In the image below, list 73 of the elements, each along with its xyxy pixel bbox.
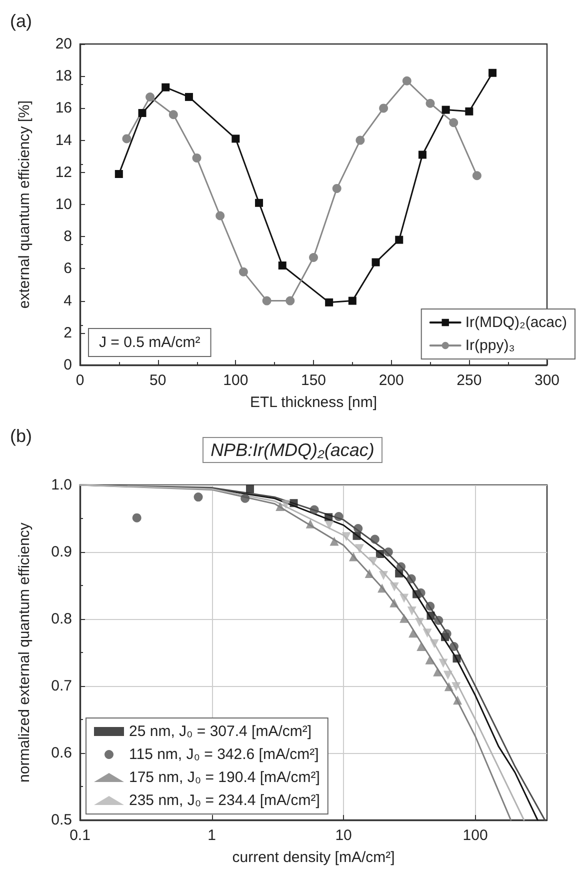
y-axis-title: normalized external quantum efficiency <box>16 522 33 782</box>
point <box>232 134 240 143</box>
x-axis-title: ETL thickness [nm] <box>250 394 377 411</box>
point <box>309 252 318 262</box>
point <box>465 107 474 116</box>
point <box>442 106 450 114</box>
x-tick-label: 150 <box>300 372 326 389</box>
y-tick-label: 0.7 <box>51 678 72 694</box>
point <box>395 236 404 244</box>
point <box>238 267 248 276</box>
point <box>418 150 426 159</box>
point <box>162 83 170 92</box>
x-tick-label: 0.1 <box>70 827 90 844</box>
y-tick-label: 10 <box>55 196 72 213</box>
point <box>114 170 123 178</box>
point <box>278 261 286 270</box>
point <box>216 211 225 220</box>
legend-label: 235 nm, J₀ = 234.4 [mA/cm²] <box>129 792 320 809</box>
point <box>348 296 356 305</box>
y-tick-label: 1.0 <box>51 476 72 494</box>
point <box>325 298 334 306</box>
point <box>472 171 482 180</box>
text: (b) <box>10 426 32 446</box>
y-tick-label: 20 <box>55 36 72 52</box>
point <box>356 136 365 145</box>
point <box>122 134 132 144</box>
point <box>262 296 272 306</box>
text: (a) <box>10 11 32 31</box>
y-tick-label: 14 <box>55 132 72 149</box>
legend-label: 175 nm, J₀ = 190.4 [mA/cm²] <box>129 769 320 786</box>
x-tick-label: 10 <box>335 827 352 844</box>
y-tick-label: 0.9 <box>51 544 72 560</box>
point <box>192 153 202 162</box>
x-tick-label: 50 <box>149 372 166 389</box>
chart-title: NPB:Ir(MDQ)₂(acac) <box>210 440 374 460</box>
y-tick-label: 0.6 <box>51 744 72 762</box>
point <box>146 92 155 102</box>
y-tick-label: 6 <box>64 260 72 278</box>
y-tick-label: 18 <box>55 68 72 85</box>
y-tick-label: 4 <box>64 292 72 310</box>
point <box>184 92 193 101</box>
point <box>286 296 295 306</box>
point <box>168 110 178 120</box>
legend-label: 25 nm, J₀ = 307.4 [mA/cm²] <box>129 723 312 740</box>
y-tick-label: 0.5 <box>51 812 72 828</box>
x-axis-title: current density [mA/cm²] <box>232 849 395 866</box>
y-axis-title: external quantum efficiency [%] <box>16 100 33 309</box>
y-tick-label: 0 <box>64 356 72 374</box>
y-tick-label: 16 <box>55 100 72 117</box>
y-tick-label: 2 <box>64 324 72 342</box>
point <box>449 118 458 128</box>
point <box>402 76 412 86</box>
x-tick-label: 100 <box>223 372 248 389</box>
x-tick-label: 1 <box>208 827 216 844</box>
point <box>255 198 264 207</box>
y-tick-label: 8 <box>64 228 72 246</box>
x-tick-label: 100 <box>462 827 488 844</box>
point <box>379 104 388 113</box>
point <box>138 109 146 118</box>
annotation: J = 0.5 mA/cm² <box>99 334 200 351</box>
x-tick-label: 300 <box>534 372 560 389</box>
legend-label: 115 nm, J₀ = 342.6 [mA/cm²] <box>129 746 319 763</box>
point <box>426 98 435 108</box>
legend-label: Ir(MDQ)₂(acac) <box>465 314 568 331</box>
x-tick-label: 250 <box>456 372 482 389</box>
x-tick-label: 200 <box>378 372 404 389</box>
point <box>372 258 380 266</box>
y-tick-label: 0.8 <box>51 610 72 628</box>
y-tick-label: 12 <box>55 164 72 181</box>
point <box>332 184 342 193</box>
x-tick-label: 0 <box>76 372 84 389</box>
point <box>488 68 497 77</box>
legend-label: Ir(ppy)₃ <box>465 337 515 354</box>
